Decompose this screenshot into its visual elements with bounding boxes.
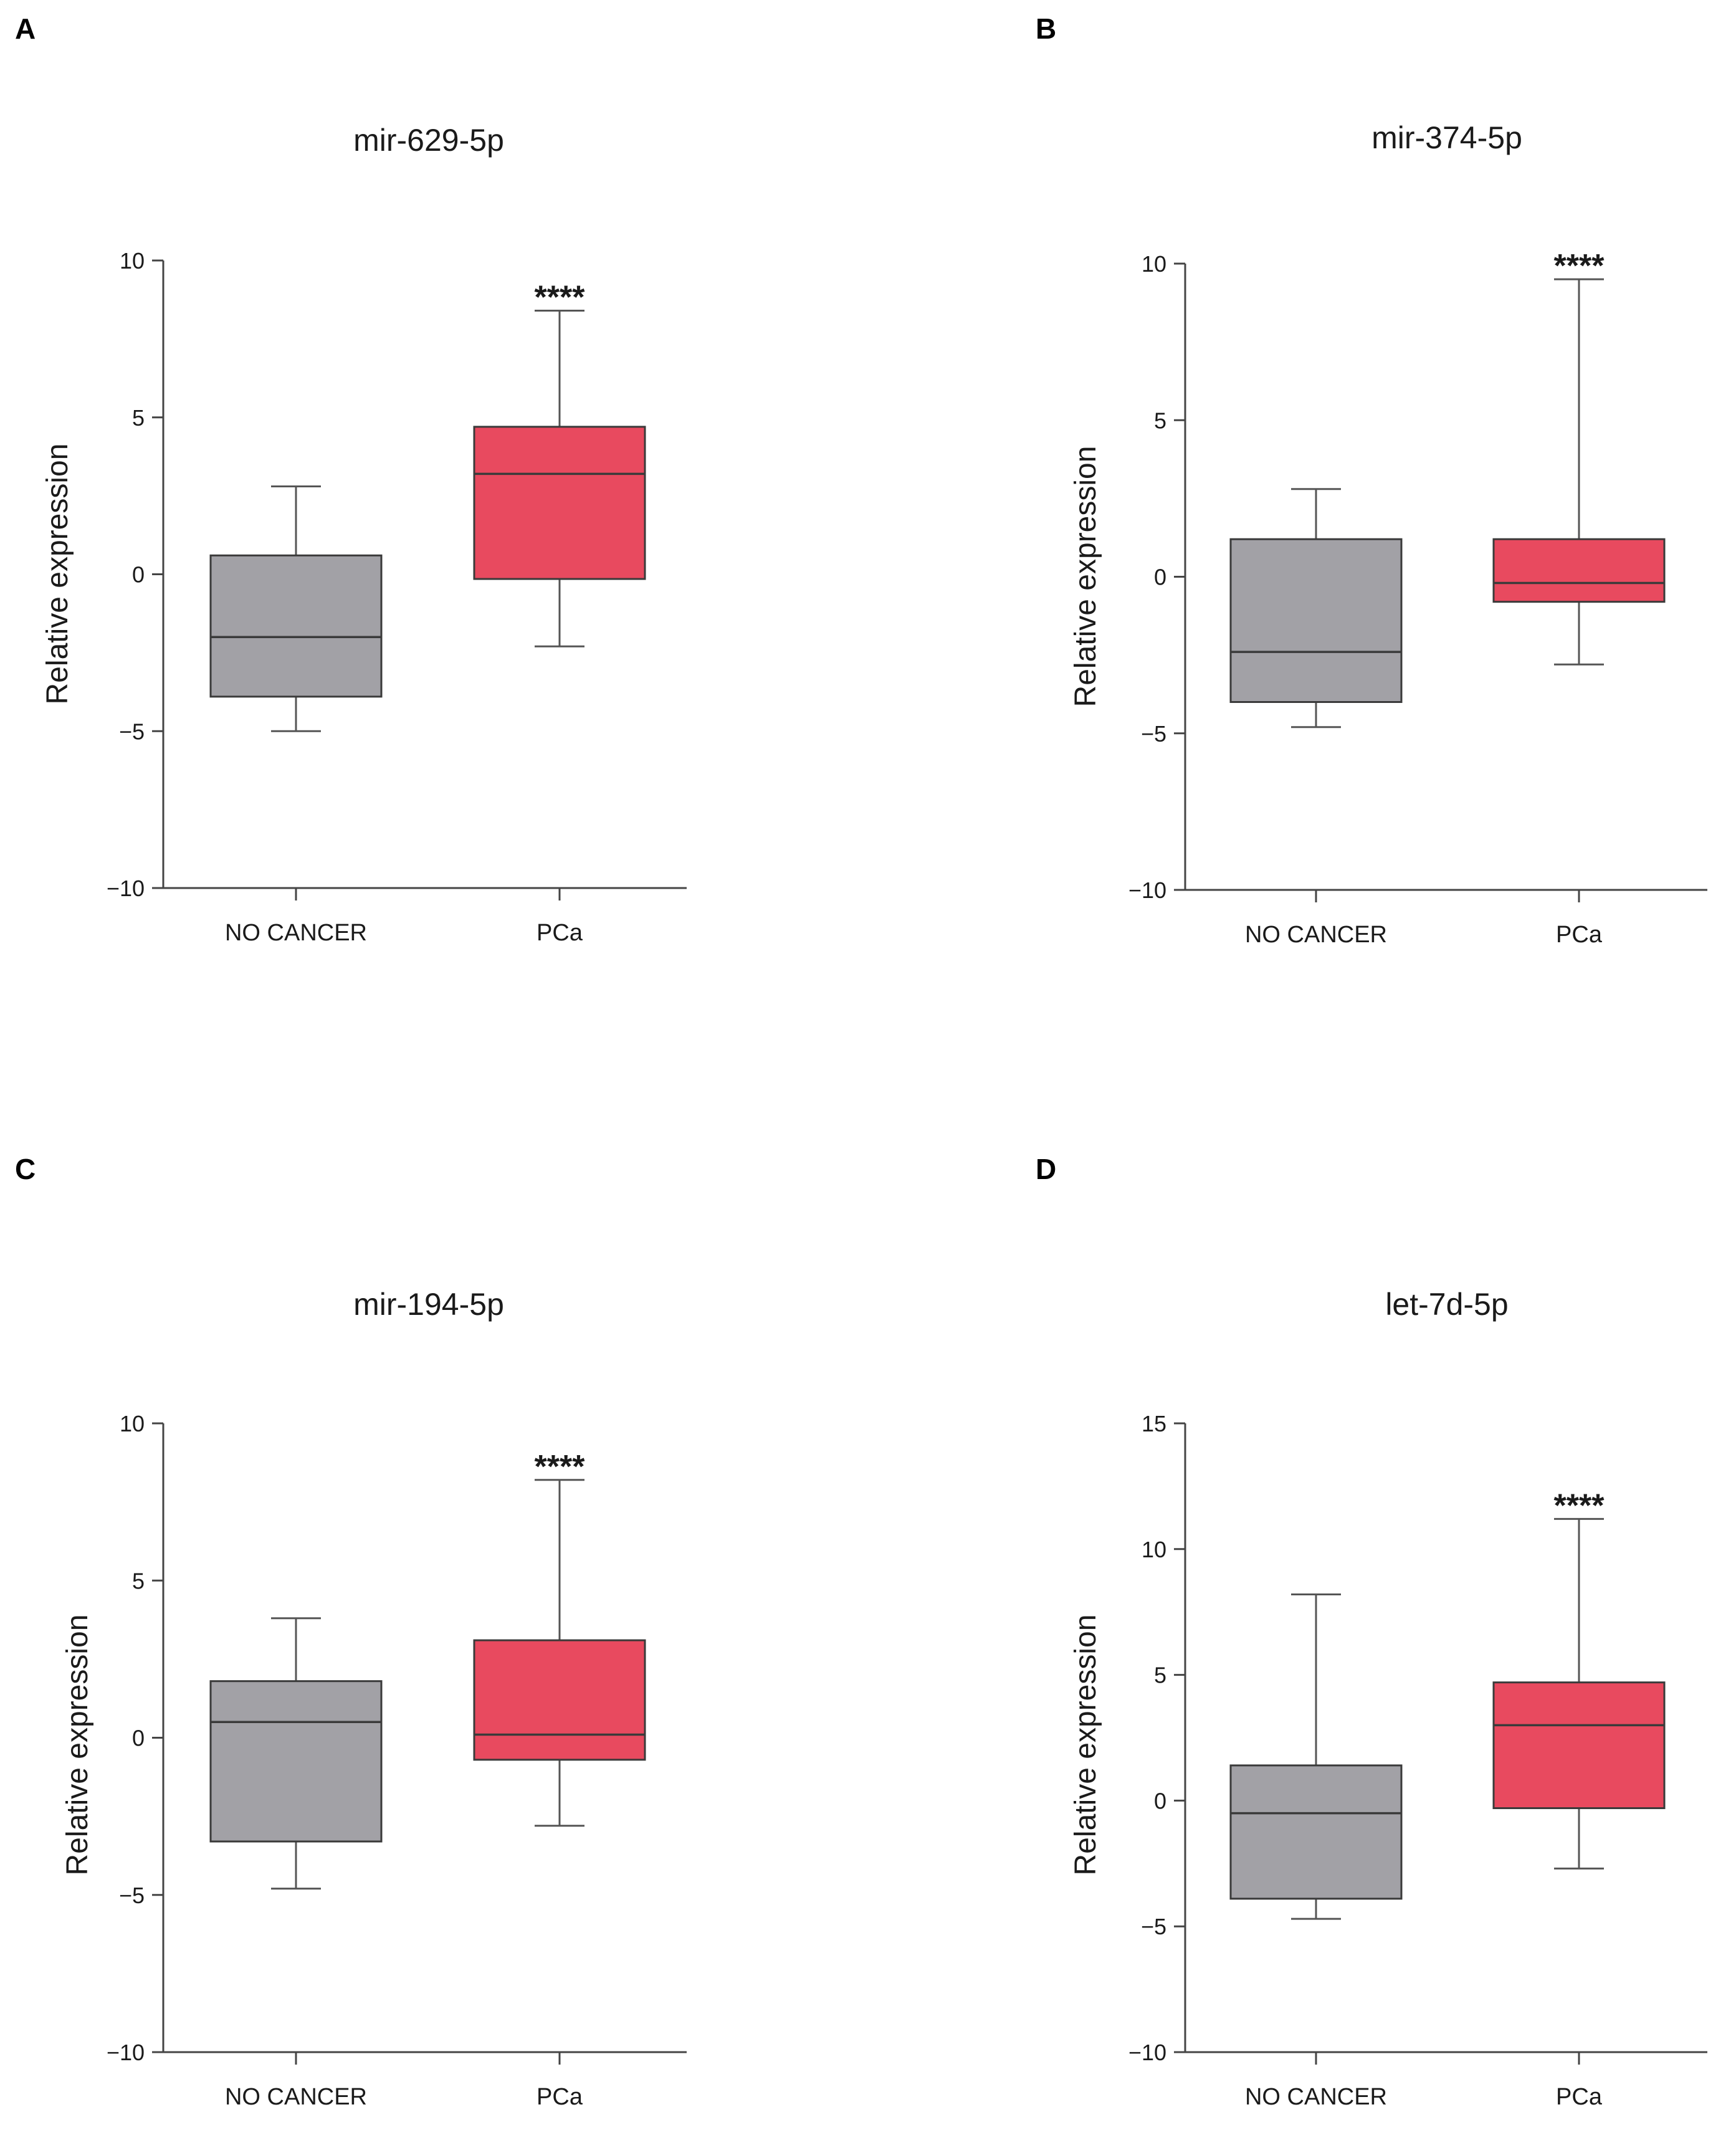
x-category-label: NO CANCER	[225, 2084, 367, 2110]
panel-letter: C	[15, 1153, 36, 1185]
y-axis-label: Relative expression	[61, 1615, 94, 1876]
y-tick-label: 0	[132, 1726, 145, 1751]
y-tick-label: 15	[1142, 1411, 1166, 1436]
box-no-cancer	[1229, 538, 1403, 703]
y-tick-label: 5	[1154, 1663, 1166, 1688]
x-category-label: PCa	[537, 2084, 583, 2110]
panel-letter: A	[15, 12, 36, 45]
box-no-cancer	[209, 1680, 383, 1843]
chart-title: mir-374-5p	[1371, 120, 1522, 155]
significance-annotation: ****	[1554, 248, 1605, 284]
chart-title: mir-194-5p	[353, 1287, 504, 1322]
y-tick-label: −10	[1128, 877, 1166, 903]
box-pca	[1492, 538, 1666, 603]
y-tick-label: 0	[132, 562, 145, 588]
y-tick-label: 5	[1154, 408, 1166, 433]
significance-annotation: ****	[1554, 1488, 1605, 1524]
significance-annotation: ****	[535, 280, 586, 316]
y-axis-label: Relative expression	[1069, 1615, 1102, 1876]
x-category-label: NO CANCER	[225, 920, 367, 946]
y-axis-label: Relative expression	[41, 444, 74, 705]
y-axis-label: Relative expression	[1069, 446, 1102, 707]
y-tick-label: −5	[119, 1883, 145, 1908]
x-category-label: NO CANCER	[1245, 2084, 1387, 2110]
box-no-cancer	[1229, 1764, 1403, 1900]
y-tick-label: 0	[1154, 1788, 1166, 1813]
chart-title: mir-629-5p	[353, 123, 504, 158]
y-tick-label: −5	[119, 719, 145, 744]
y-tick-label: −10	[107, 876, 145, 901]
chart-title: let-7d-5p	[1385, 1287, 1508, 1322]
y-tick-label: −5	[1141, 721, 1166, 747]
x-category-label: PCa	[1556, 2084, 1603, 2110]
box-pca	[473, 426, 646, 580]
significance-annotation: ****	[535, 1449, 586, 1485]
x-category-label: PCa	[1556, 922, 1603, 948]
panel-letter: D	[1036, 1153, 1056, 1185]
x-category-label: PCa	[537, 920, 583, 946]
y-tick-label: −10	[107, 2040, 145, 2065]
panel-letter: B	[1036, 12, 1056, 45]
y-tick-label: 10	[1142, 251, 1166, 277]
y-tick-label: −5	[1141, 1914, 1166, 1939]
x-category-label: NO CANCER	[1245, 922, 1387, 948]
y-tick-label: 5	[132, 405, 145, 431]
y-tick-label: 5	[132, 1568, 145, 1593]
y-tick-label: −10	[1128, 2040, 1166, 2065]
y-tick-label: 10	[120, 248, 145, 274]
box-pca	[473, 1639, 646, 1761]
y-tick-label: 0	[1154, 565, 1166, 590]
box-pca	[1492, 1681, 1666, 1810]
y-tick-label: 10	[120, 1411, 145, 1436]
y-tick-label: 10	[1142, 1537, 1166, 1562]
box-no-cancer	[209, 554, 383, 698]
